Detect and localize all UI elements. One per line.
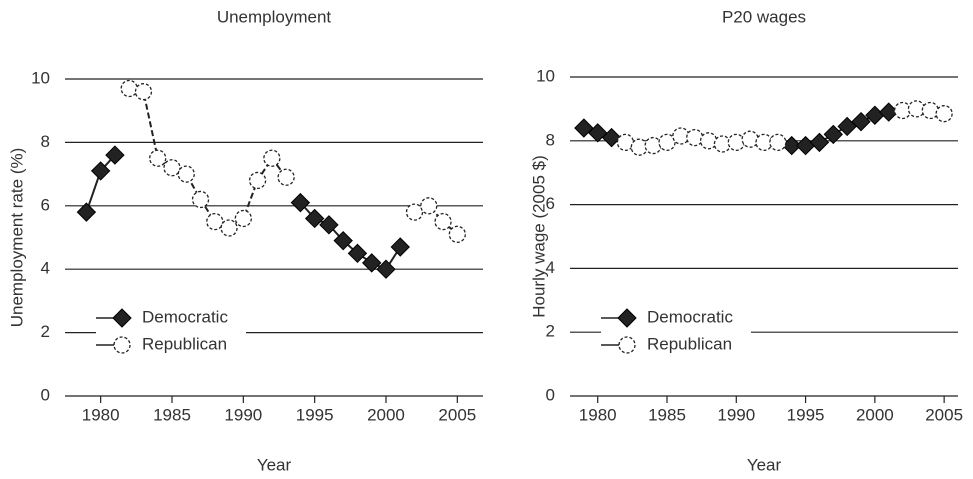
y-axis-label: Unemployment rate (%)	[7, 148, 26, 328]
legend-label: Republican	[142, 334, 227, 353]
point	[120, 79, 138, 98]
y-tick-label: 8	[41, 132, 50, 151]
point	[333, 230, 353, 251]
legend-marker	[112, 308, 132, 328]
point	[319, 215, 339, 235]
x-tick-label: 2000	[856, 405, 894, 424]
y-tick-label: 2	[41, 322, 50, 341]
point	[448, 225, 466, 243]
point	[755, 133, 773, 152]
point	[347, 243, 368, 264]
point	[769, 133, 787, 152]
point	[713, 135, 732, 153]
point	[304, 208, 325, 229]
legend-marker	[618, 336, 636, 354]
point	[177, 165, 195, 183]
point	[405, 203, 424, 221]
x-tick-label: 1980	[579, 405, 617, 424]
point	[105, 145, 125, 165]
point	[601, 127, 622, 148]
point	[149, 149, 167, 167]
chart-title: Unemployment	[217, 7, 332, 26]
point	[390, 237, 410, 257]
point	[376, 259, 396, 279]
point	[420, 197, 438, 215]
y-tick-label: 0	[41, 385, 50, 404]
point	[134, 83, 153, 101]
point	[248, 171, 267, 190]
x-tick-label: 1985	[648, 405, 686, 424]
point	[191, 190, 210, 209]
x-tick-label: 1985	[153, 405, 191, 424]
y-axis-label: Hourly wage (2005 $)	[529, 155, 548, 318]
point	[893, 101, 912, 120]
y-tick-label: 10	[536, 66, 555, 85]
x-axis-label: Year	[257, 455, 292, 474]
point	[76, 202, 97, 222]
point	[290, 192, 311, 213]
point	[220, 219, 238, 237]
point	[263, 149, 281, 167]
point	[795, 135, 816, 156]
x-tick-label: 1980	[82, 405, 120, 424]
x-tick-label: 2005	[925, 405, 963, 424]
x-axis-label: Year	[747, 455, 782, 474]
legend-marker	[617, 308, 637, 328]
x-tick-label: 2000	[367, 405, 405, 424]
y-tick-label: 2	[546, 322, 555, 341]
legend-label: Democratic	[142, 307, 228, 326]
y-tick-label: 4	[41, 259, 50, 278]
y-tick-label: 0	[546, 385, 555, 404]
legend-marker	[113, 336, 131, 354]
point	[809, 132, 830, 153]
y-tick-label: 6	[41, 195, 50, 214]
x-tick-label: 1990	[224, 405, 262, 424]
point	[206, 212, 224, 231]
point	[851, 111, 871, 132]
point	[277, 168, 295, 186]
point	[616, 133, 635, 152]
y-tick-label: 8	[546, 130, 555, 149]
point	[362, 253, 382, 273]
x-tick-label: 2005	[438, 405, 476, 424]
legend-label: Republican	[647, 334, 732, 353]
point	[658, 133, 676, 152]
y-tick-label: 4	[546, 258, 555, 277]
x-tick-label: 1990	[717, 405, 755, 424]
y-tick-label: 6	[546, 194, 555, 213]
point	[630, 138, 648, 156]
chart-title: P20 wages	[722, 7, 806, 26]
point	[234, 209, 252, 228]
point	[90, 161, 111, 181]
point	[163, 159, 181, 177]
legend-label: Democratic	[647, 307, 733, 326]
point	[823, 124, 843, 145]
x-tick-label: 1995	[296, 405, 334, 424]
y-tick-label: 10	[31, 68, 50, 87]
point	[935, 105, 953, 123]
x-tick-label: 1995	[787, 405, 825, 424]
point	[434, 212, 452, 231]
